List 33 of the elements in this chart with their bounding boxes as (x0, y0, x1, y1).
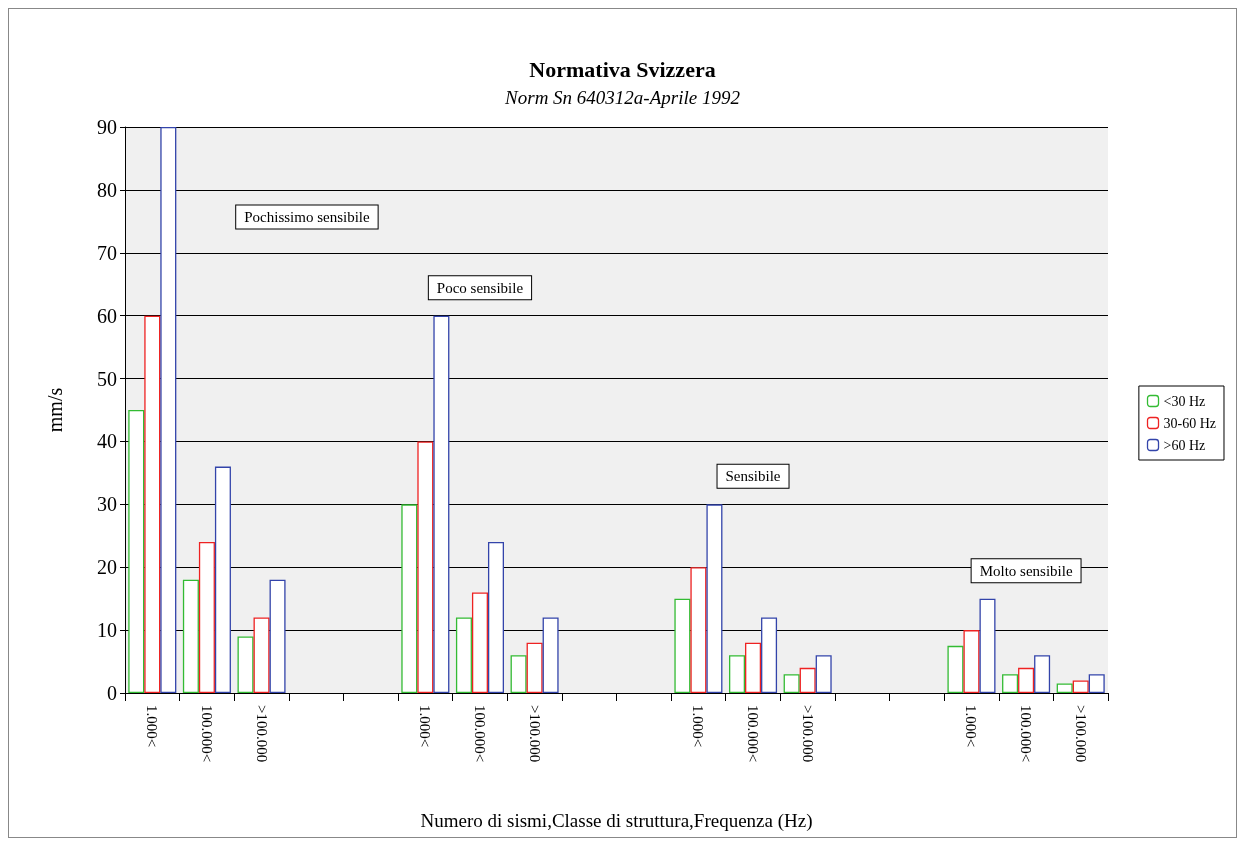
y-tick-label: 80 (97, 178, 117, 201)
y-tick-label: 50 (97, 367, 117, 390)
x-tick-label: >100.000 (1072, 705, 1089, 763)
annotation: Poco sensibile (436, 279, 524, 296)
legend-label: >60 Hz (1163, 437, 1206, 453)
x-tick-label: 100.000< (745, 705, 762, 763)
y-tick-label: 0 (107, 682, 117, 704)
x-tick-label: 100.000< (1018, 705, 1035, 763)
chart-subtitle: Norm Sn 640312a-Aprile 1992 (504, 87, 741, 108)
x-tick-label: 1.000< (144, 705, 161, 748)
chart-title: Normativa Svizzera (529, 56, 716, 82)
legend-label: <30 Hz (1163, 393, 1206, 409)
y-tick-label: 10 (97, 619, 117, 642)
y-axis-title: mm/s (44, 387, 66, 433)
y-tick-label: 90 (97, 116, 117, 138)
annotation: Molto sensibile (979, 562, 1073, 579)
annotation: Pochissimo sensibile (244, 209, 370, 225)
x-tick-label: 1.000< (963, 705, 980, 748)
y-tick-label: 60 (97, 304, 117, 327)
x-tick-label: >100.000 (253, 705, 270, 763)
y-tick-label: 70 (97, 241, 117, 264)
x-tick-label: >100.000 (526, 705, 543, 763)
legend-label: 30-60 Hz (1163, 415, 1217, 431)
x-tick-label: 100.000< (198, 705, 215, 763)
x-tick-label: 1.000< (417, 705, 434, 748)
x-tick-label: 1.000< (690, 705, 707, 748)
x-tick-label: 100.000< (471, 705, 488, 763)
y-tick-label: 30 (97, 493, 117, 516)
y-tick-label: 20 (97, 556, 117, 579)
y-tick-label: 40 (97, 430, 117, 453)
annotation: Sensibile (725, 468, 781, 485)
x-axis-title: Numero di sismi,Classe di struttura,Frequenza (Hz) (420, 810, 813, 832)
x-tick-label: >100.000 (799, 705, 816, 763)
